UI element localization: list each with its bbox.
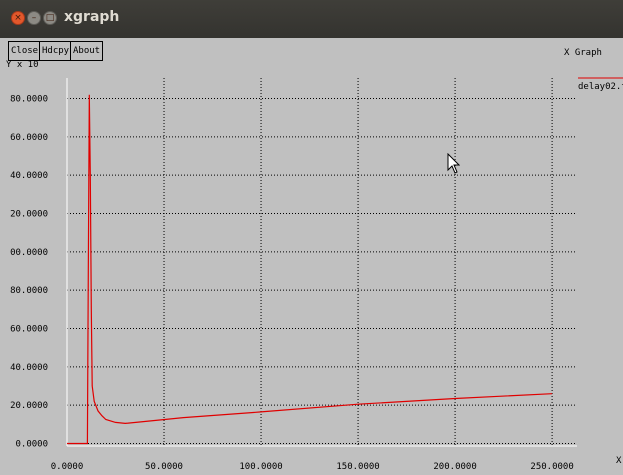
y-tick-label: 60.0000: [10, 133, 48, 143]
window-minimize-button[interactable]: –: [27, 11, 41, 25]
minimize-icon: –: [31, 13, 37, 23]
y-tick-label: 80.0000: [10, 94, 48, 104]
y-tick-label: 20.0000: [10, 401, 48, 411]
window-close-button[interactable]: ×: [11, 11, 25, 25]
y-tick-label: 60.0000: [10, 324, 48, 334]
close-icon: ×: [14, 13, 22, 23]
legend-label: delay02.tr: [578, 82, 623, 92]
x-tick-label: 100.0000: [239, 462, 282, 472]
graph-title: X Graph: [564, 48, 602, 58]
x-tick-label: 0.0000: [51, 462, 84, 472]
y-tick-label: 00.0000: [10, 248, 48, 258]
y-axis-label: Y x 10: [6, 60, 39, 70]
x-tick-label: 150.0000: [336, 462, 379, 472]
x-tick-label: 250.0000: [530, 462, 573, 472]
title-bar[interactable]: × – □ xgraph: [0, 0, 623, 38]
y-tick-label: 20.0000: [10, 209, 48, 219]
window-title: xgraph: [64, 9, 120, 25]
x-axis-label: X: [616, 456, 622, 466]
about-button[interactable]: About: [70, 41, 104, 61]
window-maximize-button[interactable]: □: [43, 11, 57, 25]
y-tick-label: 0.0000: [15, 440, 48, 450]
maximize-icon: □: [45, 13, 55, 23]
y-tick-label: 80.0000: [10, 286, 48, 296]
series-line-delay02: [67, 94, 553, 445]
y-tick-label: 40.0000: [10, 171, 48, 181]
x-tick-label: 50.0000: [145, 462, 183, 472]
y-tick-label: 40.0000: [10, 363, 48, 373]
x-tick-label: 200.0000: [433, 462, 476, 472]
